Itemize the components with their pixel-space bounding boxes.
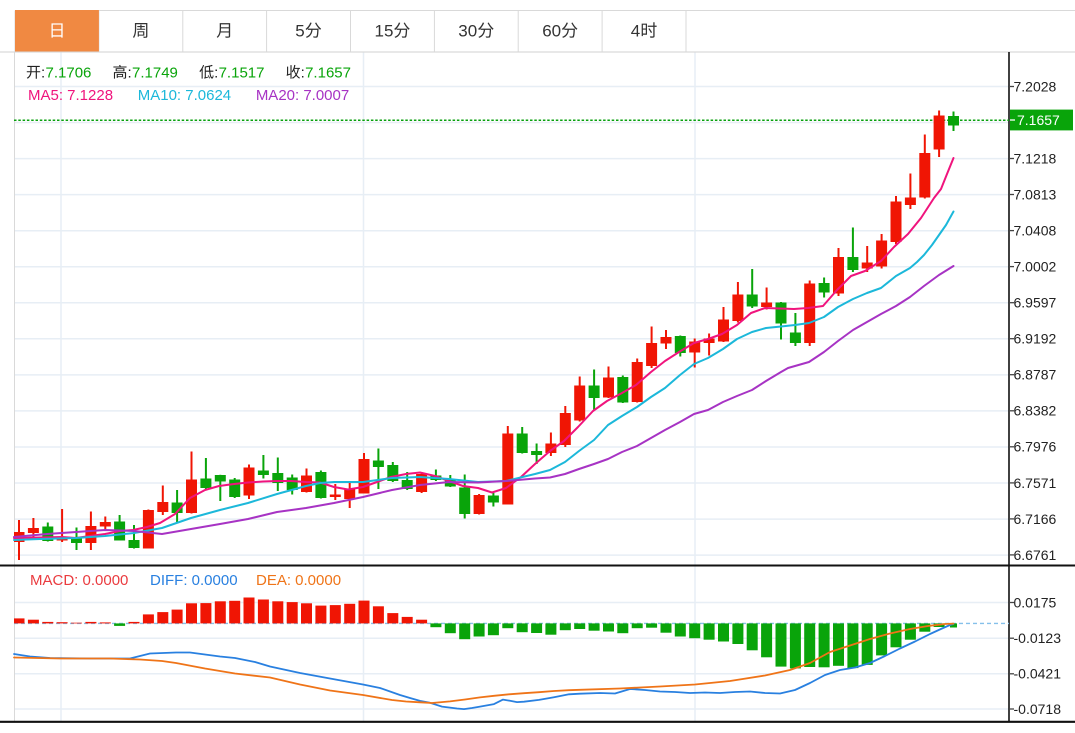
svg-text:7.1517: 7.1517 [219, 65, 265, 82]
svg-text:6.7571: 6.7571 [1014, 475, 1057, 491]
svg-text:7.1657: 7.1657 [305, 65, 351, 82]
svg-text:7.1657: 7.1657 [1017, 112, 1060, 128]
svg-text:-0.0123: -0.0123 [1014, 630, 1062, 646]
svg-text:DEA: 0.0000: DEA: 0.0000 [256, 572, 341, 589]
svg-text:-0.0421: -0.0421 [1014, 666, 1062, 682]
svg-text:MA5: 7.1228: MA5: 7.1228 [28, 87, 113, 104]
svg-text:5: 5 [295, 22, 304, 41]
svg-text:60: 60 [542, 22, 561, 41]
svg-text:6.9192: 6.9192 [1014, 331, 1057, 347]
svg-text:7.0002: 7.0002 [1014, 259, 1057, 275]
svg-text:7.0408: 7.0408 [1014, 223, 1057, 239]
svg-text:-0.0718: -0.0718 [1014, 701, 1062, 717]
svg-text:30: 30 [458, 22, 477, 41]
svg-text:0.0175: 0.0175 [1014, 594, 1057, 610]
svg-text:6.8787: 6.8787 [1014, 367, 1057, 383]
svg-text:15: 15 [375, 22, 394, 41]
svg-text:4: 4 [631, 22, 640, 41]
svg-text:7.0813: 7.0813 [1014, 186, 1057, 202]
svg-text:6.7976: 6.7976 [1014, 439, 1057, 455]
svg-text:7.1749: 7.1749 [132, 65, 178, 82]
svg-text::: : [214, 65, 218, 82]
svg-text:6.8382: 6.8382 [1014, 403, 1057, 419]
svg-text:MA20: 7.0007: MA20: 7.0007 [256, 87, 349, 104]
svg-text:7.2028: 7.2028 [1014, 78, 1057, 94]
svg-text::: : [41, 65, 45, 82]
svg-text:7.1218: 7.1218 [1014, 150, 1057, 166]
svg-text:MA10: 7.0624: MA10: 7.0624 [138, 87, 231, 104]
svg-text::: : [301, 65, 305, 82]
svg-text:7.1706: 7.1706 [46, 65, 92, 82]
svg-text:6.7166: 6.7166 [1014, 511, 1057, 527]
svg-text:DIFF: 0.0000: DIFF: 0.0000 [150, 572, 238, 589]
svg-text:6.6761: 6.6761 [1014, 547, 1057, 563]
svg-text:6.9597: 6.9597 [1014, 295, 1057, 311]
svg-text::: : [128, 65, 132, 82]
svg-text:MACD: 0.0000: MACD: 0.0000 [30, 572, 128, 589]
